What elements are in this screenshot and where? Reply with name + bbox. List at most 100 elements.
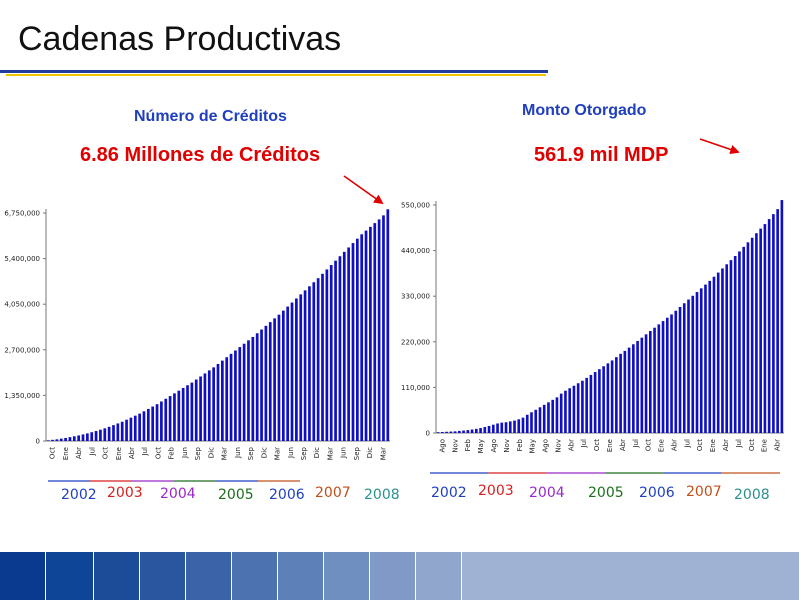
bar — [538, 407, 542, 433]
x-tick-label: Oct — [49, 447, 57, 459]
bar — [632, 344, 635, 433]
y-tick-label: 5,400,000 — [4, 255, 40, 263]
bar — [146, 408, 150, 441]
x-tick-label: Oct — [748, 439, 756, 451]
bar — [491, 424, 495, 433]
x-tick-label: Ene — [62, 447, 70, 460]
bar — [687, 299, 690, 433]
chart-2-title: Monto Otorgado — [522, 102, 647, 119]
bar — [513, 420, 516, 433]
y-tick-label: 1,350,000 — [4, 392, 40, 400]
bar — [138, 413, 141, 441]
year-label: 2005 — [588, 485, 624, 501]
bar — [508, 421, 512, 433]
x-tick-label: May — [477, 439, 485, 453]
bar — [657, 324, 661, 433]
bar — [640, 337, 644, 433]
bar — [112, 425, 115, 441]
x-tick-label: Mar — [221, 447, 229, 460]
bar — [610, 360, 614, 433]
y-tick-label: 2,700,000 — [4, 346, 40, 354]
year-label: 2006 — [269, 487, 305, 503]
bar — [534, 409, 538, 433]
bar — [133, 415, 137, 441]
x-tick-label: May — [529, 439, 537, 453]
bar — [251, 336, 255, 441]
bar — [338, 256, 342, 441]
x-tick-label: Sep — [353, 446, 361, 460]
bar — [759, 228, 762, 433]
bar — [303, 290, 307, 441]
footer-band-segment — [278, 552, 324, 600]
bar — [72, 436, 76, 441]
x-tick-label: Abr — [774, 439, 782, 451]
bar — [763, 224, 767, 433]
year-label: 2008 — [734, 487, 770, 503]
title-rule-gold — [6, 74, 546, 76]
bar — [286, 306, 290, 441]
x-tick-label: Oct — [593, 439, 601, 451]
x-tick-label: Ene — [709, 439, 717, 452]
bar — [234, 350, 237, 441]
x-tick-label: Sep — [194, 446, 202, 460]
bar — [623, 350, 627, 433]
footer-band-segment — [186, 552, 232, 600]
bar — [767, 219, 771, 433]
bar — [542, 404, 546, 433]
bar — [755, 233, 758, 433]
footer-band-segment — [0, 552, 46, 600]
bar — [55, 439, 59, 441]
bar — [181, 387, 185, 441]
bar — [441, 431, 444, 433]
bar — [449, 431, 453, 433]
x-tick-label: Jun — [234, 447, 242, 459]
bar — [151, 406, 155, 441]
bar — [500, 422, 504, 433]
bar — [462, 430, 465, 433]
x-tick-label: Abr — [722, 439, 730, 451]
bar — [51, 439, 54, 441]
year-label: 2007 — [315, 485, 351, 501]
bar — [470, 429, 474, 433]
bar — [576, 383, 580, 433]
x-tick-label: Ago — [542, 439, 550, 453]
x-tick-label: Ene — [606, 439, 614, 452]
bar — [59, 438, 63, 441]
bar — [229, 353, 233, 441]
bar — [273, 318, 276, 441]
bar — [247, 340, 250, 441]
y-tick-label: 550,000 — [401, 202, 430, 210]
chart-credits: 6,750,000 5,400,000 4,050,000 2,700,000 1,35… — [4, 209, 400, 503]
bar — [674, 310, 678, 433]
bar — [155, 404, 159, 441]
bar — [268, 322, 272, 441]
x-tick-label: Abr — [75, 447, 83, 459]
x-tick-label: Feb — [516, 438, 524, 451]
bar — [125, 419, 128, 441]
bar — [164, 398, 168, 441]
bar — [225, 357, 229, 441]
bar — [190, 382, 194, 441]
bar — [369, 226, 372, 441]
x-tick-label: Nov — [503, 439, 511, 453]
bar — [199, 376, 202, 441]
bar — [649, 331, 652, 433]
year-label: 2007 — [686, 484, 722, 500]
footer-band-segment — [94, 552, 140, 600]
y-tick-label: 330,000 — [401, 293, 430, 301]
bar — [207, 370, 211, 441]
bar — [46, 440, 50, 441]
bar — [585, 377, 588, 433]
bar — [466, 430, 470, 433]
slide-title: Cadenas Productivas — [18, 20, 342, 58]
bar — [738, 251, 741, 433]
bar — [665, 317, 669, 433]
bar — [602, 366, 605, 433]
bar — [308, 286, 311, 441]
bar — [729, 260, 733, 433]
y-tick-label: 0 — [426, 430, 430, 438]
bar — [555, 397, 559, 433]
bar — [168, 396, 172, 441]
bar — [445, 431, 448, 433]
bar — [458, 430, 461, 433]
